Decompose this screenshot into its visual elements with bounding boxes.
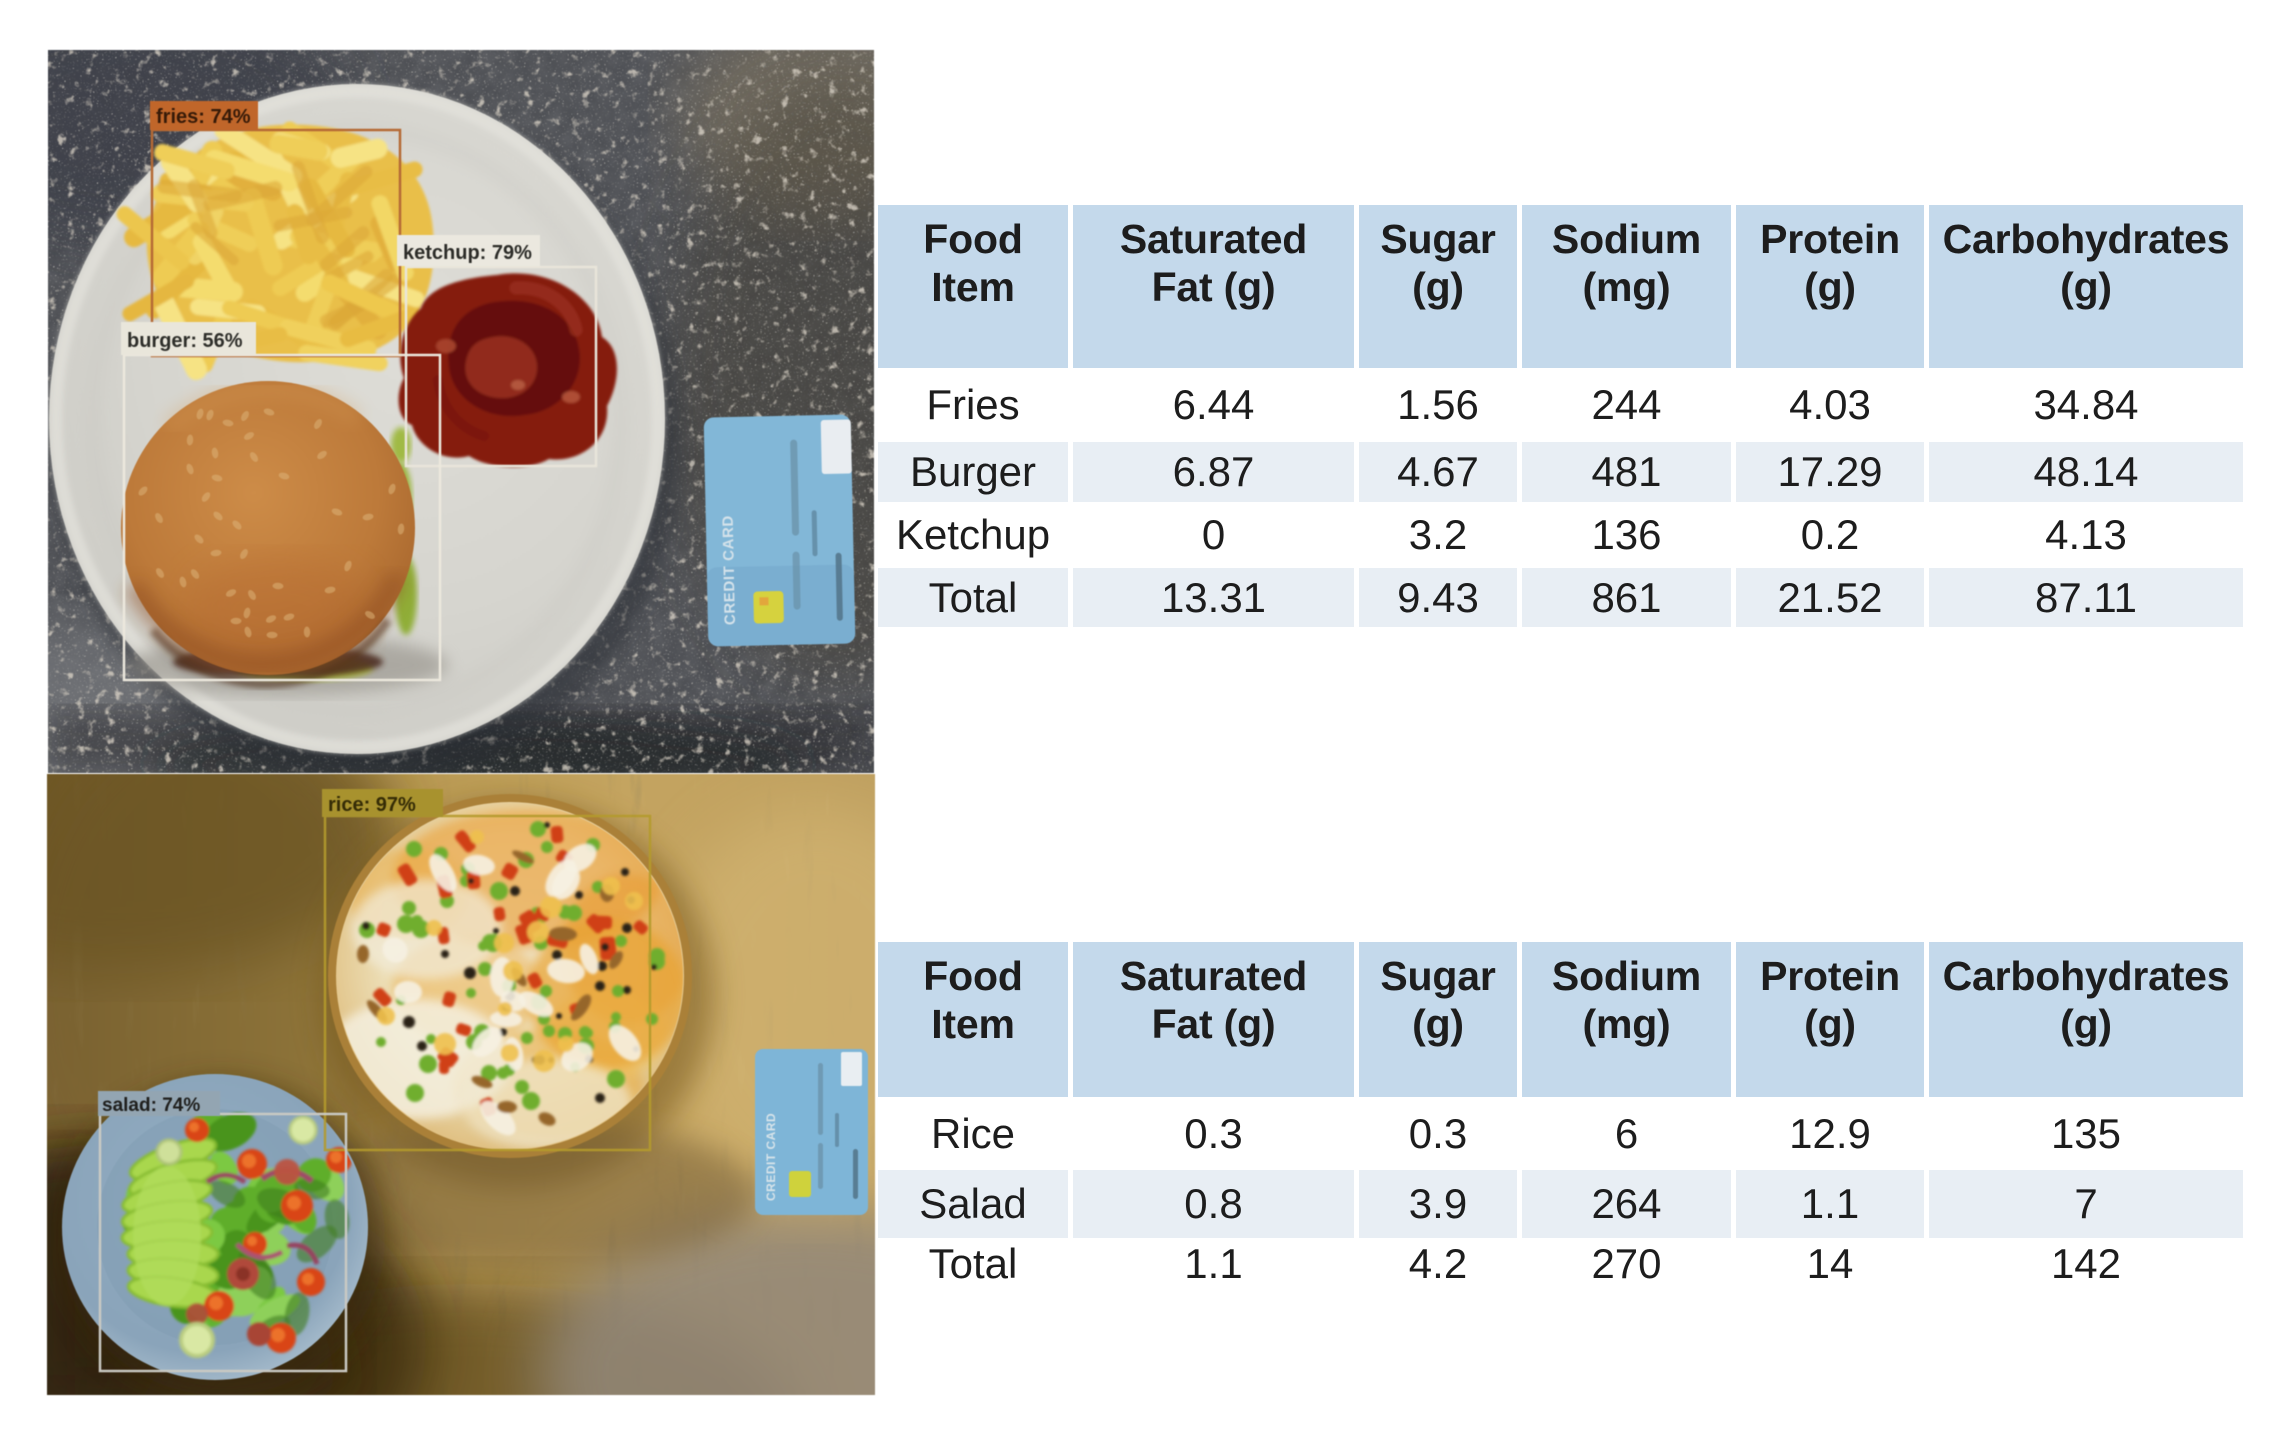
svg-text:rice: 97%: rice: 97% <box>328 794 416 816</box>
svg-text:ketchup: 79%: ketchup: 79% <box>403 242 532 264</box>
svg-text:CREDIT CARD: CREDIT CARD <box>720 515 739 625</box>
svg-text:fries: 74%: fries: 74% <box>156 106 251 128</box>
svg-text:burger: 56%: burger: 56% <box>127 330 243 352</box>
svg-text:salad: 74%: salad: 74% <box>102 1095 200 1116</box>
svg-text:CREDIT CARD: CREDIT CARD <box>764 1113 778 1201</box>
